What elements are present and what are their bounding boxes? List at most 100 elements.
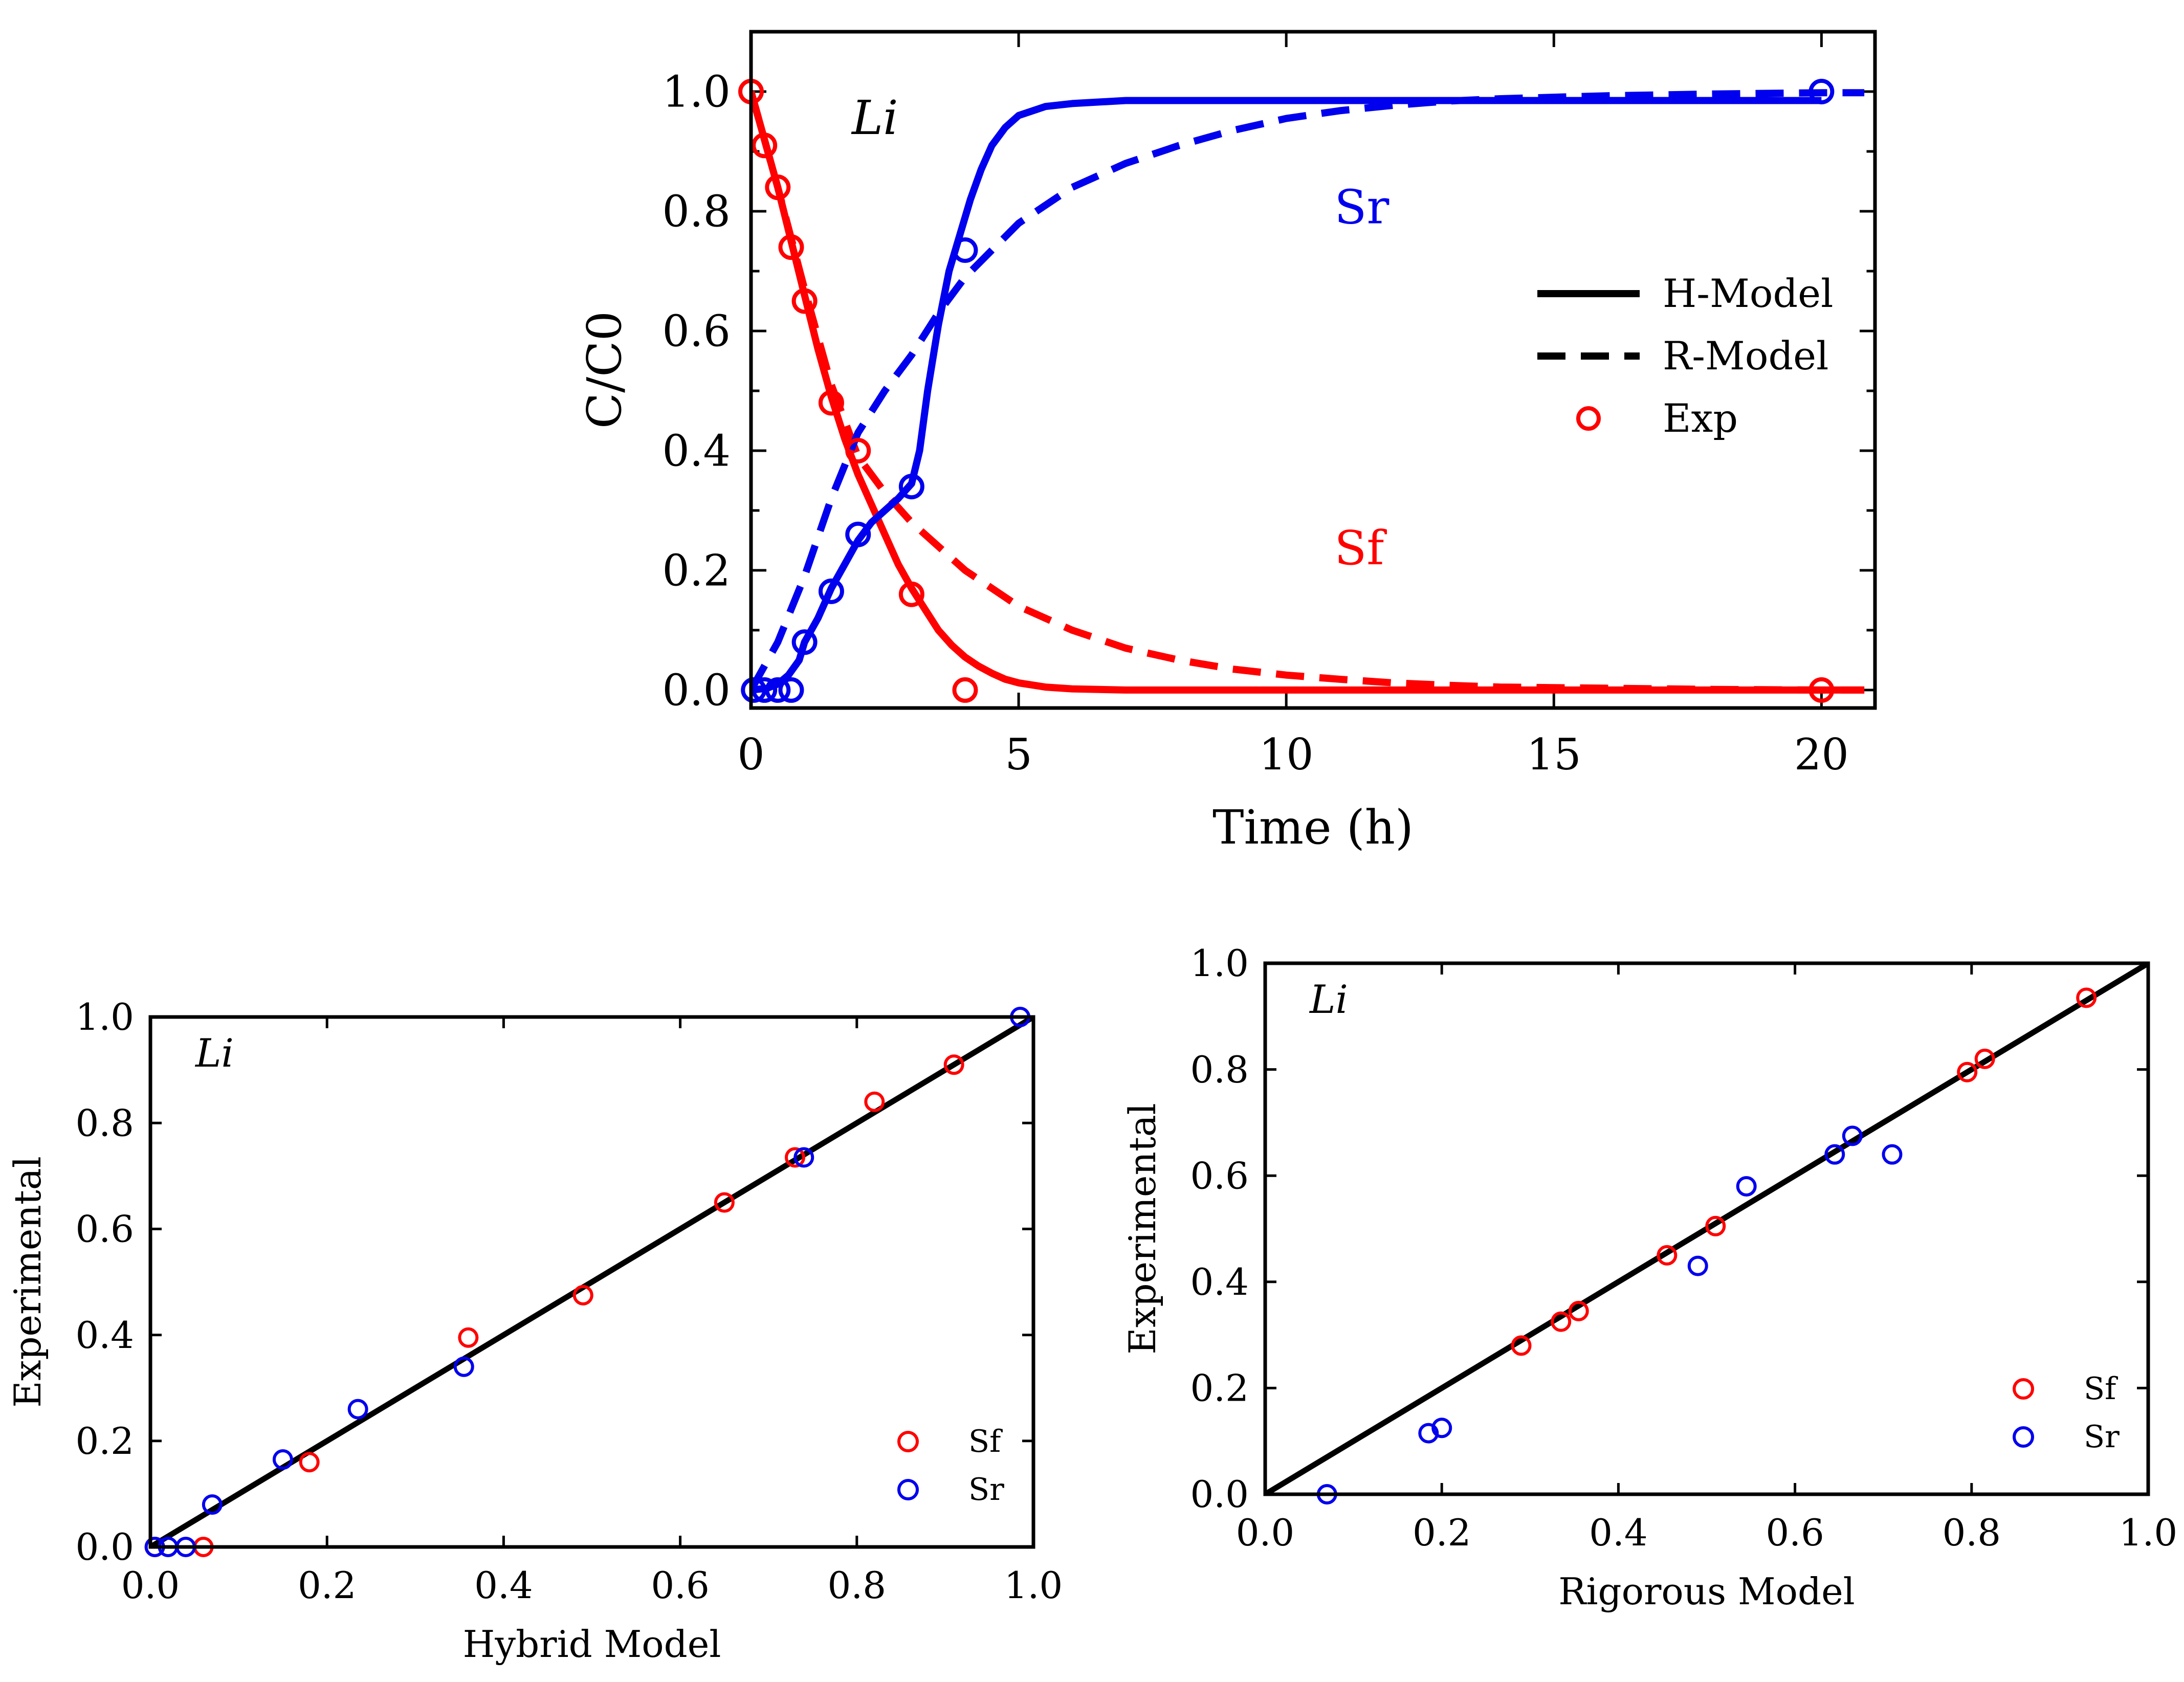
chart-top: 0 5 10 15 20 0.0 0.2 0.4 0.6 0.8 1.0 Time (h) C/C0 Li… <box>577 30 1877 855</box>
data-point <box>1882 1144 1903 1165</box>
data-point <box>1551 1311 1572 1332</box>
y-tick-label: 0.8 <box>75 1101 134 1144</box>
x-tick-label: 10 <box>1259 729 1314 780</box>
x-tick-label: 0 <box>737 729 764 780</box>
legend-marker <box>1576 406 1601 431</box>
data-point <box>1957 1061 1978 1082</box>
data-point <box>793 1147 814 1168</box>
x-tick-label: 0.2 <box>1413 1511 1471 1554</box>
data-point <box>765 174 791 201</box>
data-point <box>453 1356 474 1377</box>
y-tick-label: 1.0 <box>662 67 731 117</box>
data-point <box>1568 1300 1589 1321</box>
y-tick-label: 0.0 <box>75 1525 134 1568</box>
data-point <box>818 390 844 416</box>
panel-tag: Li <box>194 1030 234 1076</box>
data-point <box>202 1494 223 1515</box>
legend-marker <box>2013 1378 2034 1400</box>
data-point <box>1842 1125 1863 1146</box>
legend-label: Sf <box>968 1424 1003 1459</box>
x-tick-label: 0.8 <box>828 1564 887 1607</box>
data-point <box>458 1327 479 1348</box>
x-tick-label: 1.0 <box>2119 1511 2178 1554</box>
data-point <box>752 677 778 703</box>
legend: Sf Sr <box>897 1424 1004 1508</box>
data-point <box>272 1449 293 1470</box>
parity-line <box>150 1017 1033 1547</box>
x-tick-label: 0.6 <box>1766 1511 1824 1554</box>
data-point <box>714 1192 735 1213</box>
axes-frame <box>749 30 1877 710</box>
data-point <box>845 437 871 463</box>
y-tick-label: 0.8 <box>1190 1048 1249 1091</box>
x-tick-label: 0.0 <box>121 1564 180 1607</box>
axes-frame <box>1263 961 2150 1496</box>
series-line <box>751 97 1822 694</box>
series-line <box>751 89 1865 692</box>
axes-frame <box>148 1015 1035 1549</box>
data-point <box>791 288 818 314</box>
data-point <box>1657 1245 1678 1266</box>
legend-label: R-Model <box>1663 333 1828 379</box>
series-label: Sr <box>1334 180 1389 234</box>
y-tick-label: 0.6 <box>1190 1154 1249 1197</box>
y-tick-label: 0.2 <box>75 1420 134 1463</box>
data-point <box>752 132 778 159</box>
legend: H-Model R-Model Exp <box>1537 271 1833 441</box>
legend: Sf Sr <box>2013 1371 2120 1455</box>
data-point <box>864 1091 885 1112</box>
series-label: Sf <box>1334 521 1387 576</box>
data-point <box>299 1452 320 1473</box>
data-point <box>778 677 804 703</box>
y-tick-label: 0.8 <box>662 186 731 236</box>
data-point <box>1705 1215 1726 1236</box>
data-point <box>1431 1418 1452 1438</box>
x-tick-label: 15 <box>1527 729 1581 780</box>
data-point <box>1824 1144 1845 1165</box>
chart-bottom-left: 0.0 0.2 0.4 0.6 0.8 1.0 0.0 0.2 0.4 0.6 0.8 1.0 Hybr… <box>6 995 1063 1666</box>
y-tick-label: 1.0 <box>75 995 134 1038</box>
data-point <box>1418 1423 1439 1444</box>
data-point <box>1736 1176 1757 1197</box>
legend-marker <box>897 1479 919 1500</box>
x-tick-label: 1.0 <box>1004 1564 1063 1607</box>
y-tick-label: 0.4 <box>662 426 731 476</box>
x-tick-label: 0.0 <box>1236 1511 1295 1554</box>
data-point <box>784 1147 805 1168</box>
data-point <box>818 578 844 604</box>
x-axis-title: Time (h) <box>1212 800 1414 855</box>
y-tick-label: 0.6 <box>662 306 731 356</box>
legend-label: H-Model <box>1663 271 1833 316</box>
data-point <box>1687 1255 1708 1276</box>
y-tick-label: 0.0 <box>662 665 731 715</box>
series-line <box>751 91 1865 694</box>
series-line <box>751 91 1865 694</box>
x-axis-title: Rigorous Model <box>1558 1570 1855 1613</box>
x-tick-label: 0.8 <box>1943 1511 2001 1554</box>
data-point <box>943 1054 964 1075</box>
data-point <box>1808 78 1835 104</box>
y-tick-label: 0.2 <box>662 545 731 595</box>
y-tick-label: 0.6 <box>75 1208 134 1251</box>
data-point <box>765 677 791 703</box>
data-point <box>952 677 978 703</box>
y-axis-title: Experimental <box>6 1156 49 1407</box>
plot-area <box>150 1017 1033 1547</box>
x-tick-label: 0.4 <box>1589 1511 1648 1554</box>
x-tick-label: 0.4 <box>474 1564 533 1607</box>
data-point <box>778 234 804 260</box>
legend-marker <box>897 1431 919 1452</box>
y-tick-label: 0.4 <box>75 1314 134 1357</box>
data-point <box>347 1399 368 1420</box>
panel-tag: Li <box>851 91 898 145</box>
data-point <box>2076 987 2097 1008</box>
y-axis-title: C/C0 <box>577 311 632 429</box>
plot-area <box>751 89 1865 694</box>
data-point <box>1511 1335 1532 1356</box>
x-tick-label: 0.6 <box>651 1564 710 1607</box>
data-point <box>1808 677 1835 703</box>
y-tick-label: 1.0 <box>1190 942 1249 985</box>
data-point <box>952 237 978 263</box>
panel-tag: Li <box>1309 977 1348 1022</box>
